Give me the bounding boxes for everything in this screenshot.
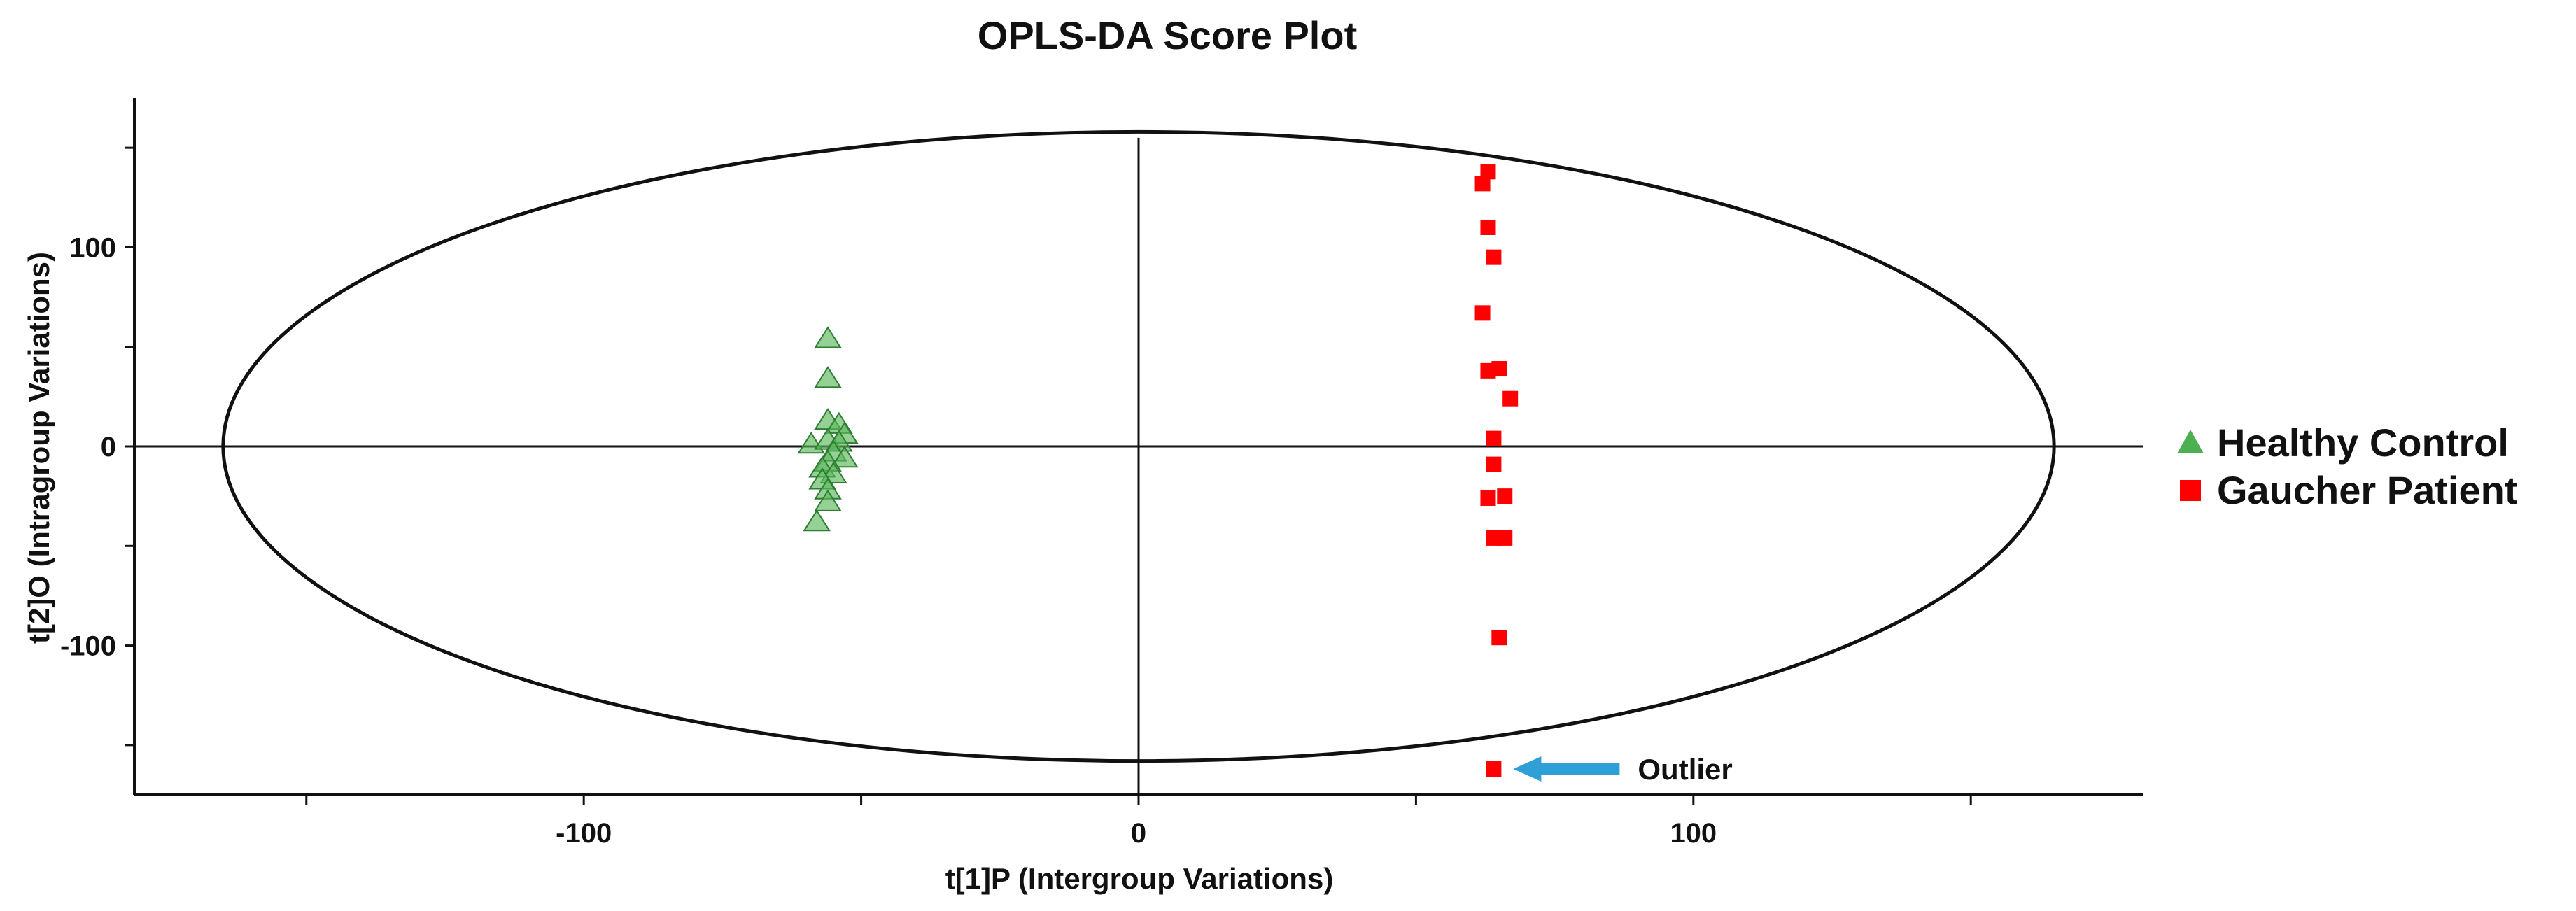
gaucher-patient-point xyxy=(1497,488,1513,504)
legend-label: Gaucher Patient xyxy=(2217,468,2517,512)
healthy-control-point xyxy=(803,509,831,532)
healthy-control-point xyxy=(814,326,842,348)
healthy-control-point xyxy=(814,366,842,388)
annotation-layer: Outlier xyxy=(1513,753,1733,786)
gaucher-patient-point xyxy=(1486,761,1502,777)
gaucher-patient-point xyxy=(1491,361,1507,377)
gaucher-patient-point xyxy=(1480,164,1496,180)
x-tick-label: -100 xyxy=(556,818,612,849)
outlier-arrow-head xyxy=(1513,756,1542,782)
points-layer xyxy=(797,164,1519,777)
y-tick-label: -100 xyxy=(60,631,116,662)
y-tick-label: 0 xyxy=(101,432,116,462)
legend-triangle-icon xyxy=(2177,430,2204,453)
healthy-control-point xyxy=(830,446,859,468)
gaucher-patient-point xyxy=(1486,530,1502,546)
gaucher-patient-point xyxy=(1491,630,1507,646)
gaucher-patient-point xyxy=(1486,430,1502,446)
chart-title: OPLS-DA Score Plot xyxy=(978,13,1357,57)
healthy-control-point xyxy=(814,489,842,511)
x-tick-label: 0 xyxy=(1131,818,1146,849)
gaucher-patient-point xyxy=(1480,219,1496,235)
x-axis-label: t[1]P (Intergroup Variations) xyxy=(945,862,1334,895)
legend-square-icon xyxy=(2180,480,2201,501)
y-axis-label: t[2]O (Intragroup Variations) xyxy=(22,252,55,644)
gaucher-patient-point xyxy=(1474,305,1491,321)
x-tick-label: 100 xyxy=(1670,818,1717,849)
axes-layer: -100 0 100 -100 0 100 xyxy=(60,98,2143,849)
gaucher-patient-point xyxy=(1480,490,1496,506)
gaucher-patient-point xyxy=(1502,390,1519,407)
legend-label: Healthy Control xyxy=(2217,421,2509,465)
gaucher-patient-point xyxy=(1486,249,1502,265)
outlier-label: Outlier xyxy=(1638,753,1732,786)
gaucher-patient-point xyxy=(1474,176,1491,192)
y-tick-label: 100 xyxy=(69,232,116,263)
gaucher-patient-point xyxy=(1486,456,1502,472)
